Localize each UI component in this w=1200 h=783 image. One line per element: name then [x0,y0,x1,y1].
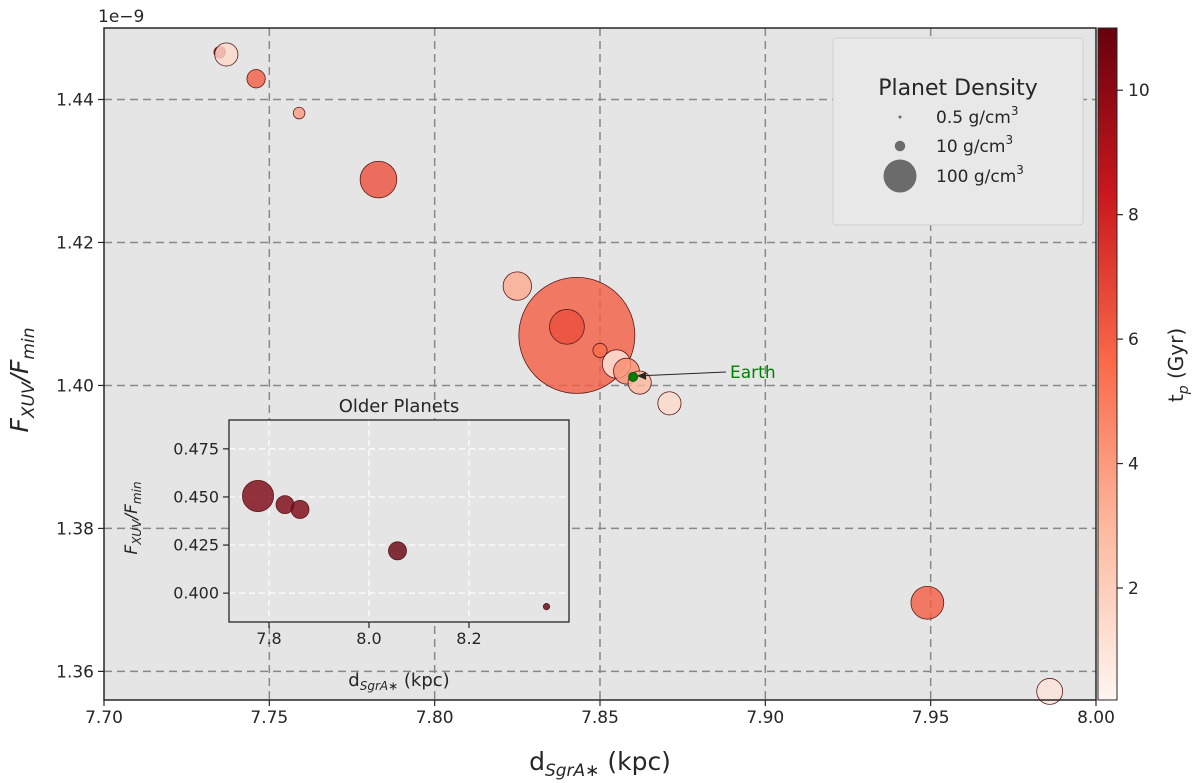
inset-background [229,420,569,622]
inset-frame [228,419,570,623]
earth-annotation: Earth [628,363,776,383]
y-tick-label: 1.38 [56,519,94,539]
y-tick-label: 1.36 [56,662,94,682]
y-tick-label: 1.44 [56,90,94,110]
data-point [657,391,682,416]
legend-label: 100 g/cm3 [936,163,1024,187]
colorbar-tick-label: 6 [1128,330,1139,350]
main-y-ticks: 1.36 1.38 1.40 1.42 1.44 [56,90,104,682]
legend-marker [898,115,902,119]
density-legend: Planet Density 0.5 g/cm3 10 g/cm3 100 g/cm… [832,37,1084,226]
colorbar-gradient [1097,27,1118,701]
x-tick-label: 7.95 [912,708,950,728]
colorbar-tick-label: 2 [1128,579,1139,599]
main-x-axis-label: dSgrA∗ (kpc) [529,747,671,781]
main-points [213,42,1064,705]
earth-arrowhead [637,371,647,380]
colorbar-label: tp (Gyr) [1164,328,1192,402]
x-tick-label: 7.8 [256,629,281,648]
legend-marker [883,159,917,193]
x-tick-label: 8.0 [356,629,381,648]
main-y-axis-label: FXUV/Fmin [5,328,39,433]
y-tick-label: 0.475 [173,439,219,458]
legend-box [832,37,1084,226]
data-point [290,500,310,519]
x-tick-label: 8.2 [456,629,481,648]
data-point [542,603,551,611]
earth-label: Earth [730,363,776,383]
data-point [242,480,274,512]
earth-arrow [639,371,727,377]
colorbar-ticks: 2 4 6 8 10 [1117,81,1150,599]
data-point [592,342,608,358]
colorbar: 2 4 6 8 10 tp (Gyr) [1097,27,1192,701]
data-point [359,160,398,199]
legend-label: 10 g/cm3 [936,133,1013,157]
data-point [388,541,407,561]
data-point [910,585,945,620]
x-tick-label: 7.75 [250,708,288,728]
data-point [292,106,306,120]
inset-title: Older Planets [339,396,460,417]
x-tick-label: 7.90 [746,708,784,728]
inset-x-axis-label: dSgrA∗ (kpc) [348,670,449,693]
colorbar-tick-label: 4 [1128,455,1139,475]
data-point [214,42,239,67]
inset-x-ticks: 7.8 8.0 8.2 [256,622,482,648]
y-tick-label: 0.400 [173,584,219,603]
data-point [549,309,585,345]
inset-grid [229,420,569,622]
colorbar-tick-label: 8 [1128,206,1139,226]
data-point [502,271,532,301]
legend-marker [894,140,906,152]
legend-entries: 0.5 g/cm3 10 g/cm3 100 g/cm3 [883,104,1024,193]
x-tick-label: 7.80 [416,708,454,728]
y-tick-label: 0.425 [173,536,219,555]
legend-label: 0.5 g/cm3 [936,104,1019,128]
x-tick-label: 7.85 [581,708,619,728]
y-tick-label: 1.40 [56,376,94,396]
x-tick-label: 7.70 [85,708,123,728]
y-tick-label: 1.42 [56,233,94,253]
colorbar-tick-label: 10 [1128,81,1150,101]
inset-y-ticks: 0.400 0.425 0.450 0.475 [173,439,229,603]
earth-point [628,371,638,382]
data-point [1036,678,1064,705]
inset-points [242,480,551,611]
y-tick-label: 0.450 [173,488,219,507]
data-point [246,69,266,89]
legend-title: Planet Density [878,76,1038,101]
main-x-ticks: 7.70 7.75 7.80 7.85 7.90 7.95 8.00 [85,700,1115,728]
inset-y-axis-label: FXUV/Fmin [122,481,144,554]
inset-older-planets: 7.8 8.0 8.2 0.400 0.425 0.450 0.475 Older Pla… [122,396,570,693]
x-tick-label: 8.00 [1077,708,1115,728]
y-offset-text: 1e−9 [98,7,144,27]
